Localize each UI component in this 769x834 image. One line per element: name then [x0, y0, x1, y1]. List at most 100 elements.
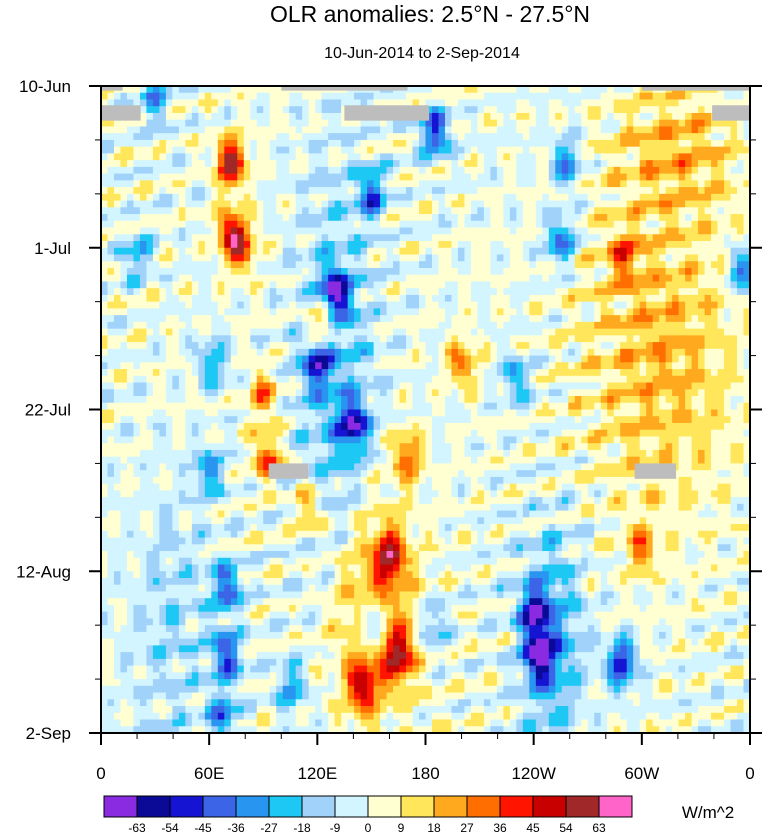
heatmap-cell [620, 139, 628, 148]
heatmap-cell [425, 315, 433, 323]
heatmap-cell [126, 247, 134, 255]
heatmap-cell [380, 133, 387, 141]
heatmap-cell [555, 375, 563, 383]
heatmap-cell [367, 335, 374, 343]
heatmap-cell [425, 234, 433, 242]
heatmap-cell [529, 119, 537, 127]
heatmap-cell [185, 234, 193, 242]
heatmap-cell [204, 207, 212, 215]
heatmap-cell [341, 187, 349, 195]
heatmap-cell [438, 301, 446, 309]
heatmap-cell [529, 220, 537, 228]
heatmap-cell [152, 328, 160, 336]
heatmap-cell [743, 119, 751, 127]
heatmap-cell [633, 106, 641, 114]
heatmap-cell [198, 355, 206, 363]
heatmap-cell [185, 220, 193, 228]
heatmap-cell [185, 375, 193, 383]
heatmap-cell [204, 267, 212, 276]
heatmap-cell [555, 160, 563, 168]
heatmap-cell [328, 153, 336, 161]
heatmap-cell [165, 180, 173, 188]
heatmap-cell [704, 207, 712, 215]
heatmap-cell [516, 92, 524, 100]
heatmap-cell [704, 112, 712, 121]
heatmap-cell [503, 308, 511, 316]
heatmap-cell [406, 315, 413, 323]
heatmap-cell [276, 315, 284, 323]
heatmap-cell [237, 106, 245, 114]
heatmap-cell [568, 294, 576, 303]
heatmap-cell [126, 389, 134, 397]
heatmap-cell [711, 160, 718, 168]
heatmap-cell [165, 112, 173, 121]
heatmap-cell [529, 267, 537, 276]
heatmap-cell [380, 348, 387, 356]
heatmap-cell [600, 355, 608, 363]
heatmap-cell [438, 207, 446, 215]
heatmap-cell [717, 139, 725, 148]
heatmap-cell [113, 153, 121, 161]
heatmap-cell [282, 247, 290, 255]
heatmap-cell [204, 261, 212, 269]
heatmap-cell [665, 267, 673, 276]
heatmap-cell [691, 342, 699, 350]
heatmap-cell [724, 389, 731, 397]
heatmap-cell [380, 369, 387, 377]
heatmap-cell [354, 173, 361, 181]
heatmap-cell [477, 375, 485, 383]
heatmap-cell [178, 254, 186, 262]
heatmap-cell [659, 220, 667, 228]
heatmap-cell [711, 335, 718, 343]
heatmap-cell [133, 234, 141, 242]
heatmap-cell [101, 274, 108, 282]
heatmap-cell [600, 180, 608, 188]
heatmap-cell [178, 200, 186, 208]
heatmap-cell [393, 126, 400, 134]
heatmap-cell [522, 416, 530, 424]
heatmap-cell [561, 173, 569, 181]
heatmap-cell [685, 92, 692, 100]
heatmap-cell [477, 294, 485, 303]
heatmap-cell [639, 402, 647, 410]
heatmap-cell [308, 308, 316, 316]
heatmap-cell [646, 294, 654, 303]
heatmap-cell [126, 173, 134, 181]
heatmap-cell [633, 315, 641, 323]
heatmap-cell [678, 99, 686, 107]
heatmap-cell [561, 92, 569, 100]
heatmap-cell [373, 193, 381, 201]
heatmap-cell [652, 294, 660, 303]
heatmap-cell [425, 99, 433, 107]
heatmap-cell [704, 160, 712, 168]
heatmap-cell [315, 294, 323, 303]
heatmap-cell [659, 99, 667, 107]
heatmap-cell [717, 92, 725, 100]
heatmap-cell [691, 355, 699, 363]
heatmap-cell [159, 382, 167, 390]
heatmap-cell [101, 382, 108, 390]
heatmap-cell [152, 234, 160, 242]
heatmap-cell [250, 389, 258, 397]
heatmap-cell [730, 369, 738, 377]
heatmap-cell [295, 369, 303, 377]
heatmap-cell [542, 362, 550, 370]
heatmap-cell [406, 402, 413, 410]
heatmap-cell [152, 294, 160, 303]
heatmap-cell [548, 369, 556, 377]
heatmap-cell [282, 153, 290, 161]
heatmap-cell [685, 214, 692, 222]
heatmap-cell [672, 153, 680, 161]
heatmap-cell [139, 382, 147, 390]
heatmap-cell [672, 180, 680, 188]
heatmap-cell [496, 166, 504, 175]
heatmap-cell [224, 301, 232, 309]
heatmap-cell [483, 160, 491, 168]
heatmap-cell [406, 133, 413, 141]
heatmap-cell [217, 335, 225, 343]
heatmap-cell [373, 288, 381, 296]
heatmap-cell [185, 133, 193, 141]
heatmap-cell [711, 187, 718, 195]
heatmap-cell [191, 86, 199, 94]
heatmap-cell [691, 187, 699, 195]
